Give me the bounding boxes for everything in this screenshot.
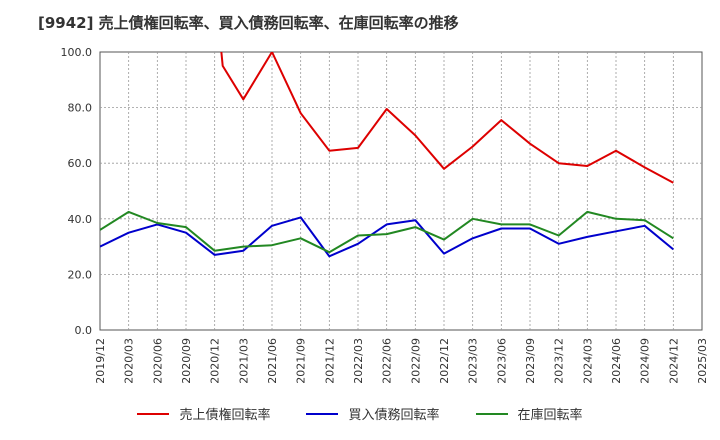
x-tick-label: 2020/09 (180, 338, 193, 384)
x-tick-label: 2022/12 (438, 338, 451, 384)
x-tick-label: 2020/03 (123, 338, 136, 384)
x-tick-label: 2023/12 (553, 338, 566, 384)
grid-layer (100, 52, 702, 330)
legend-label-receivables: 売上債権回転率 (179, 408, 271, 423)
x-tick-label: 2021/12 (323, 338, 336, 384)
x-tick-label: 2020/12 (209, 338, 222, 384)
x-tick-label: 2019/12 (94, 338, 107, 384)
x-tick-label: 2024/06 (610, 338, 623, 384)
x-tick-label: 2023/03 (467, 338, 480, 384)
series-line-1 (100, 216, 674, 258)
x-tick-label: 2024/12 (667, 338, 680, 384)
series-line-2 (100, 210, 674, 254)
series-line-0 (220, 52, 674, 184)
plot-area (99, 51, 703, 331)
y-tick-label: 100.0 (61, 46, 93, 59)
legend-label-payables: 買入債務回転率 (348, 408, 440, 423)
legend-item-inventory: 在庫回転率 (475, 404, 583, 423)
y-tick-label: 80.0 (68, 102, 93, 115)
legend-swatch-inventory (475, 412, 508, 415)
legend: 売上債権回転率 買入債務回転率 在庫回転率 (0, 404, 720, 423)
x-tick-label: 2024/09 (639, 338, 652, 384)
series-layer (100, 52, 674, 258)
y-tick-label: 60.0 (68, 157, 93, 170)
y-tick-label: 20.0 (68, 268, 93, 281)
x-tick-label: 2021/03 (237, 338, 250, 384)
x-tick-label: 2022/03 (352, 338, 365, 384)
legend-item-payables: 買入債務回転率 (306, 404, 440, 423)
x-tick-label: 2020/06 (151, 338, 164, 384)
y-tick-label: 0.0 (75, 324, 93, 337)
legend-item-receivables: 売上債権回転率 (137, 404, 270, 423)
legend-label-inventory: 在庫回転率 (517, 408, 583, 423)
y-tick-label: 40.0 (68, 213, 93, 226)
x-tick-label: 2025/03 (696, 338, 709, 384)
legend-swatch-receivables (137, 412, 170, 415)
x-tick-label: 2022/09 (409, 338, 422, 384)
x-tick-label: 2021/09 (295, 338, 308, 384)
x-tick-label: 2024/03 (581, 338, 594, 384)
legend-swatch-payables (306, 412, 339, 415)
axis-layer: 0.0 20.0 40.0 60.0 80.0 100.0 2019/12 2020/03 20… (61, 46, 710, 384)
x-tick-label: 2022/06 (381, 338, 394, 384)
x-tick-label: 2023/06 (495, 338, 508, 384)
chart-title: [9942] 売上債権回転率、買入債務回転率、在庫回転率の推移 (38, 14, 459, 32)
x-tick-label: 2023/09 (524, 338, 537, 384)
x-tick-label: 2021/06 (266, 338, 279, 384)
